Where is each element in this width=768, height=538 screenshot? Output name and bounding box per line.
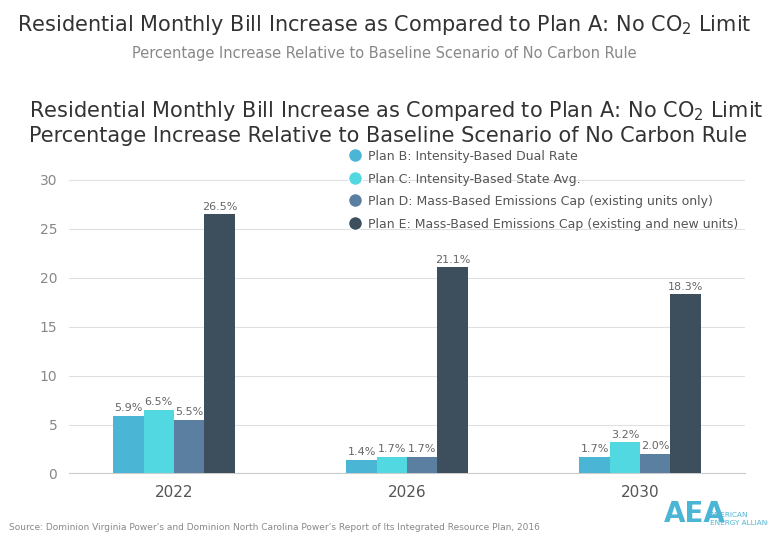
Text: AEA: AEA [664,500,727,528]
Bar [114,416,144,473]
Text: Percentage Increase Relative to Baseline Scenario of No Carbon Rule: Percentage Increase Relative to Baseline… [131,46,637,61]
Bar [204,214,234,473]
Bar [144,410,174,473]
Text: Source: Dominion Virginia Power’s and Dominion North Carolina Power’s Report of : Source: Dominion Virginia Power’s and Do… [9,522,540,532]
Bar [610,442,640,473]
Text: 1.7%: 1.7% [378,444,406,455]
Text: Residential Monthly Bill Increase as Compared to Plan A: No CO$_2$ Limit: Residential Monthly Bill Increase as Com… [17,13,751,38]
Text: 5.5%: 5.5% [175,407,204,417]
Text: 18.3%: 18.3% [668,282,703,292]
Text: AMERICAN
ENERGY ALLIANCE: AMERICAN ENERGY ALLIANCE [710,512,768,526]
Bar [346,460,377,473]
Text: 5.9%: 5.9% [114,404,143,413]
Text: 21.1%: 21.1% [435,254,470,265]
Text: Residential Monthly Bill Increase as Compared to Plan A: No CO$_2$ Limit
Percent: Residential Monthly Bill Increase as Com… [28,99,763,146]
Legend: Plan B: Intensity-Based Dual Rate, Plan C: Intensity-Based State Avg., Plan D: M: Plan B: Intensity-Based Dual Rate, Plan … [353,151,739,231]
Text: 6.5%: 6.5% [144,398,173,407]
Bar [437,267,468,473]
Bar [640,454,670,473]
Text: 1.4%: 1.4% [347,447,376,457]
Text: 26.5%: 26.5% [202,202,237,212]
Text: 3.2%: 3.2% [611,430,639,440]
Bar [670,294,700,473]
Text: 2.0%: 2.0% [641,442,670,451]
Bar [580,457,610,473]
Bar [407,457,437,473]
Text: 1.7%: 1.7% [408,444,436,455]
Text: 1.7%: 1.7% [581,444,609,455]
Bar [377,457,407,473]
Bar [174,420,204,473]
